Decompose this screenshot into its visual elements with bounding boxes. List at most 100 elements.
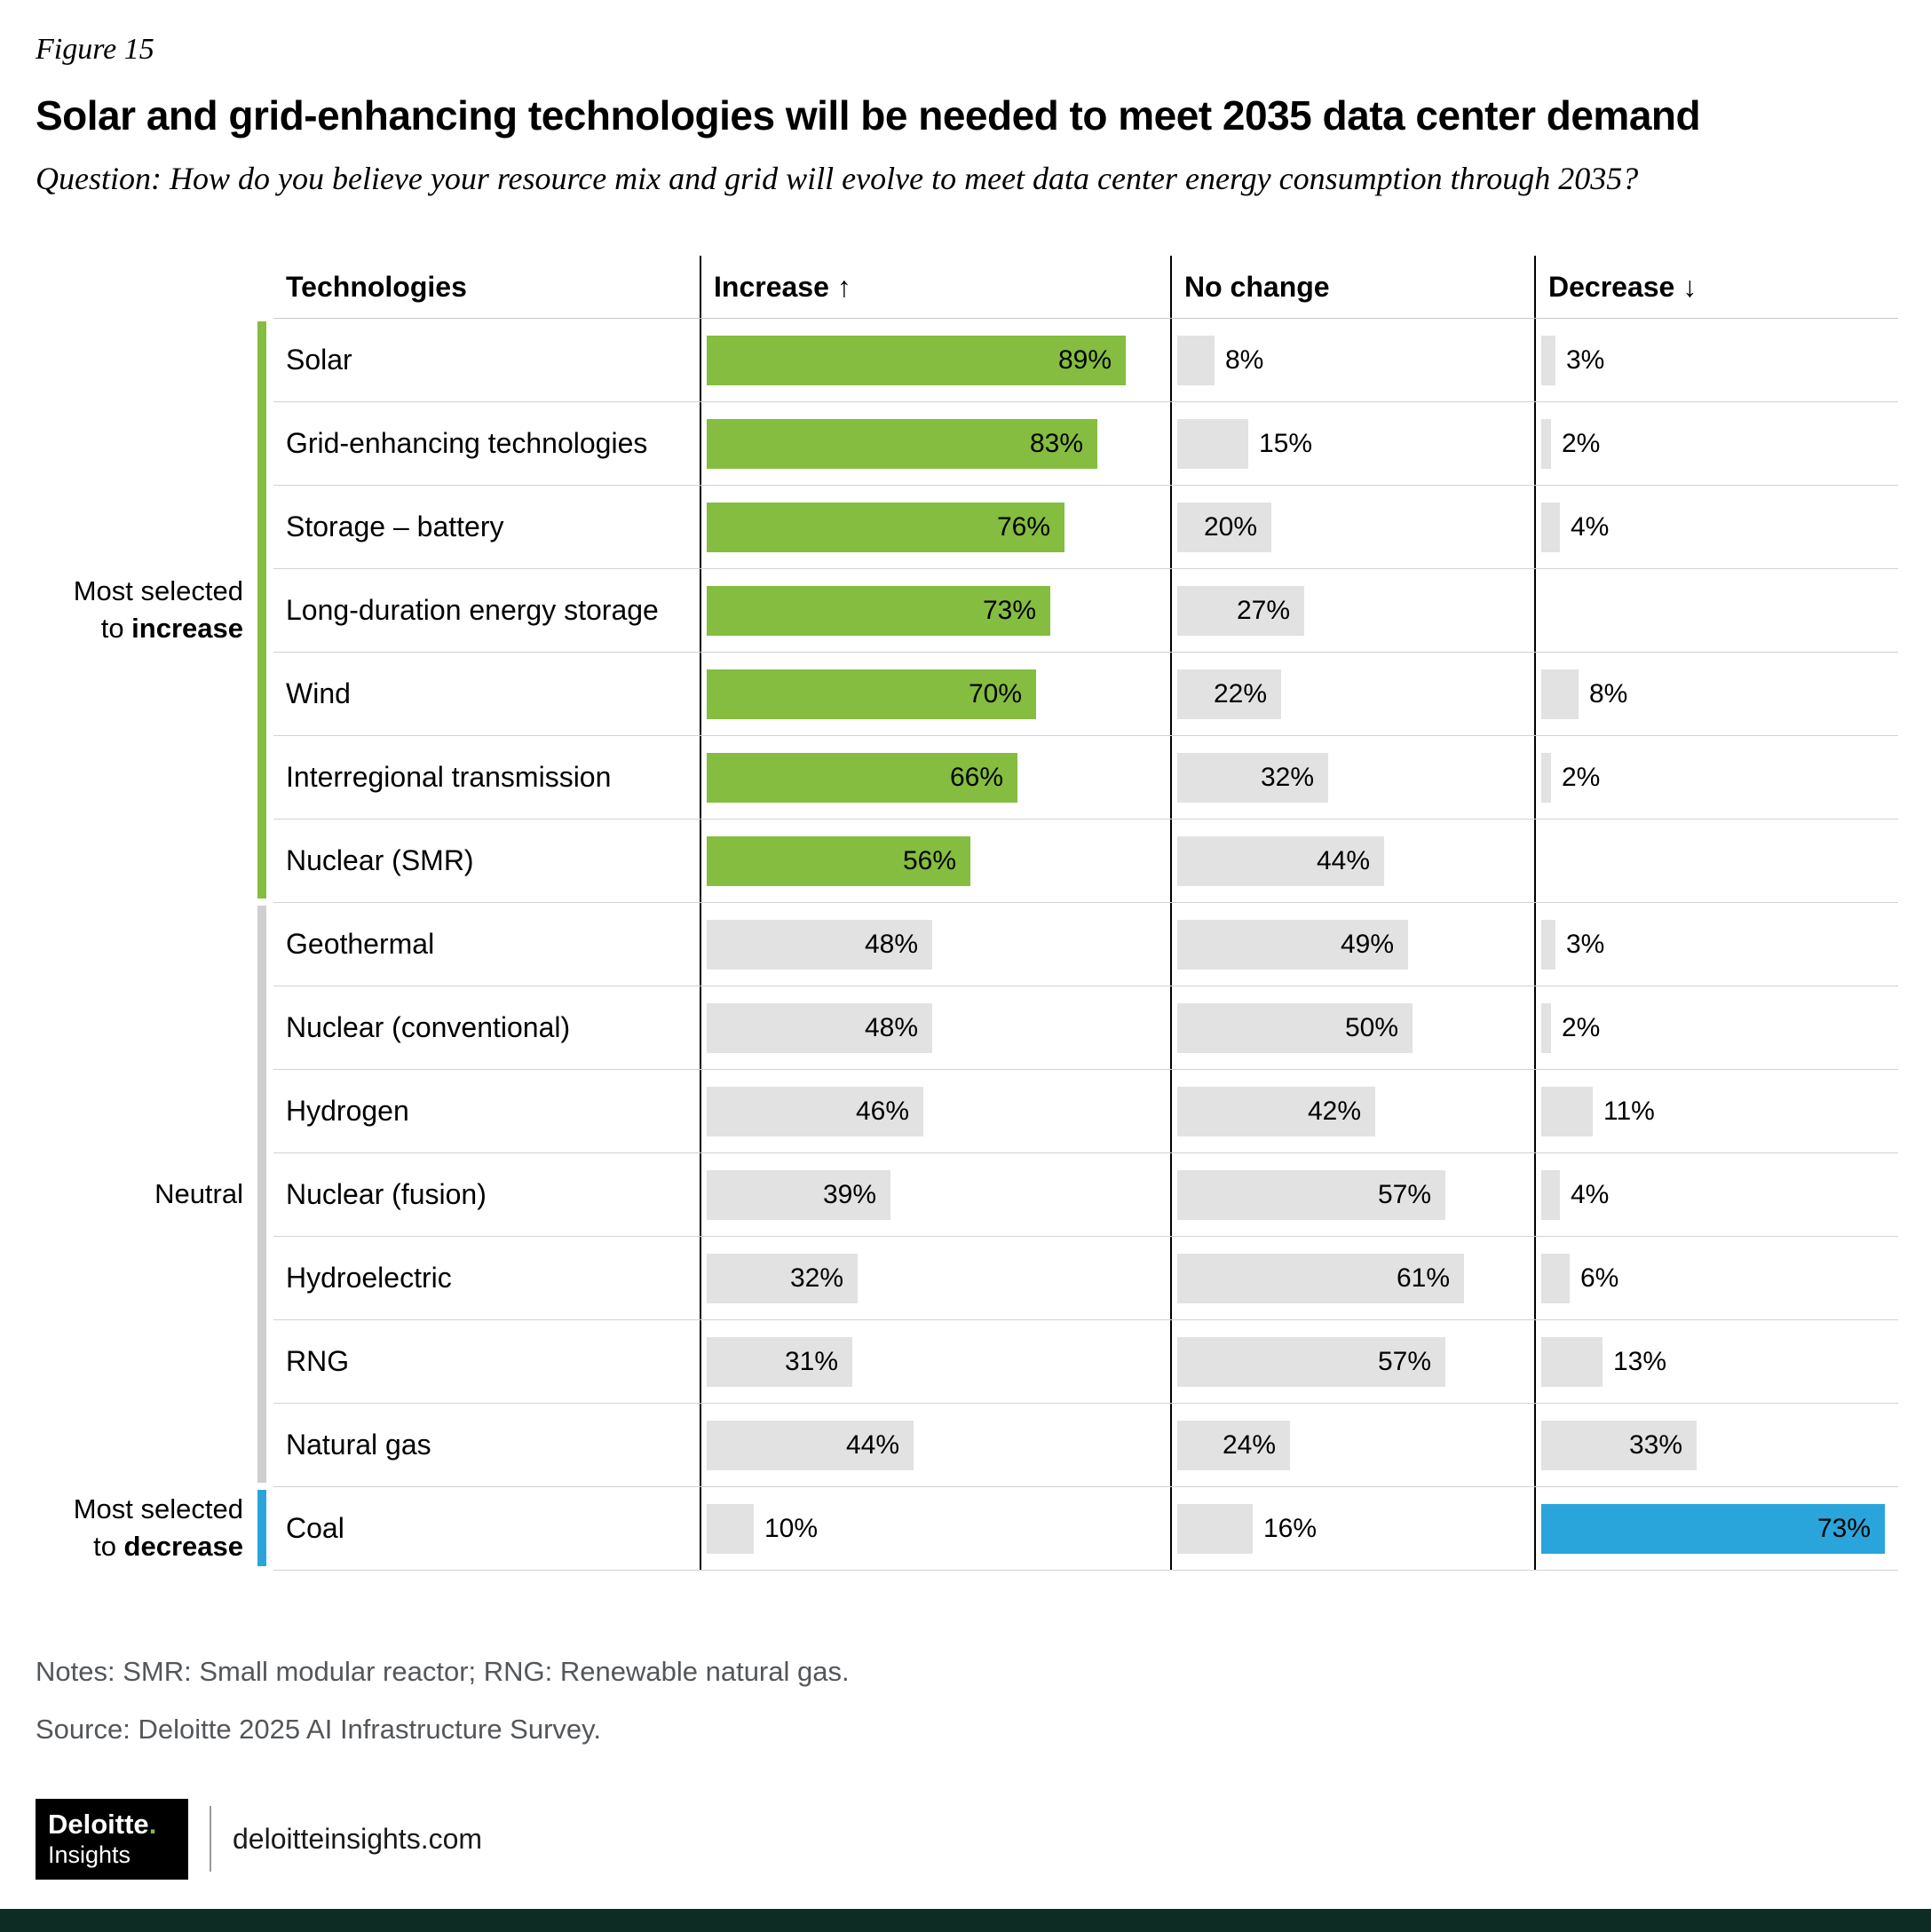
cell-increase: 32%	[700, 1237, 1170, 1320]
no_change-bar	[1177, 1169, 1445, 1220]
bar-value: 76%	[996, 511, 1050, 542]
group-decrease-label: Most selected to decrease	[34, 1490, 257, 1566]
table-row: RNG 31% 57% 13%	[273, 1320, 1898, 1405]
bar-value: 31%	[784, 1346, 838, 1376]
cell-no_change: 57%	[1170, 1153, 1534, 1237]
no_change-bar	[1177, 752, 1328, 803]
decrease-bar	[1541, 1336, 1603, 1387]
bar-value: 33%	[1628, 1429, 1682, 1460]
increase-bar	[707, 335, 1126, 385]
bar-value: 66%	[949, 762, 1003, 792]
table-row: Nuclear (SMR) 56% 44%	[273, 820, 1898, 904]
group-label-line: to decrease	[93, 1531, 243, 1563]
increase-bar	[707, 585, 1050, 636]
tech-label: Grid-enhancing technologies	[286, 427, 648, 460]
increase-bar	[707, 919, 932, 970]
cell-increase: 83%	[700, 402, 1170, 486]
question-subtitle: Question: How do you believe your resour…	[36, 161, 1639, 197]
tech-label: Wind	[286, 677, 351, 710]
bar-value: 73%	[982, 595, 1036, 625]
increase-bar	[707, 1503, 754, 1554]
bar-value: 2%	[1562, 428, 1601, 458]
cell-decrease: 2%	[1534, 736, 1898, 820]
bar-value: 57%	[1377, 1179, 1431, 1209]
no_change-bar	[1177, 1253, 1464, 1303]
increase-bar	[707, 669, 1036, 719]
bar-value: 44%	[1316, 845, 1370, 875]
group-label-line: Most selected	[73, 575, 243, 607]
table-row: Storage – battery 76% 20% 4%	[273, 486, 1898, 570]
increase-bar	[707, 835, 970, 886]
decrease-bar	[1541, 502, 1560, 552]
brand-name-line: Deloitte.	[48, 1809, 172, 1840]
cell-decrease: 2%	[1534, 986, 1898, 1070]
cell-increase: 73%	[700, 569, 1170, 653]
bar-value: 15%	[1259, 428, 1313, 458]
bar-value: 4%	[1571, 1179, 1610, 1209]
bar-value: 32%	[1260, 762, 1314, 792]
tech-label: Nuclear (SMR)	[286, 844, 474, 877]
increase-bar	[707, 1336, 852, 1387]
page-title: Solar and grid-enhancing technologies wi…	[36, 91, 1701, 139]
col-header-no-change: No change	[1170, 256, 1534, 319]
bar-value: 49%	[1340, 929, 1394, 959]
no_change-bar	[1177, 669, 1281, 719]
bar-value: 6%	[1580, 1263, 1619, 1293]
bar-value: 4%	[1571, 511, 1610, 542]
table-row: Nuclear (conventional) 48% 50% 2%	[273, 986, 1898, 1071]
no_change-bar	[1177, 335, 1215, 385]
increase-bar	[707, 1169, 890, 1220]
tech-label: RNG	[286, 1345, 350, 1378]
decrease-bar	[1541, 919, 1555, 970]
increase-bar	[707, 1002, 932, 1053]
table-row: Nuclear (fusion) 39% 57% 4%	[273, 1153, 1898, 1238]
no_change-bar	[1177, 502, 1271, 552]
table-row: Wind 70% 22% 8%	[273, 653, 1898, 737]
cell-no_change: 22%	[1170, 653, 1534, 736]
bar-value: 24%	[1222, 1429, 1276, 1460]
group-neutral: Neutral	[34, 906, 266, 1484]
cell-no_change: 57%	[1170, 1320, 1534, 1404]
decrease-bar	[1541, 335, 1555, 385]
group-label-line: Neutral	[154, 1178, 243, 1210]
cell-increase: 10%	[700, 1487, 1170, 1571]
bar-value: 61%	[1396, 1263, 1450, 1293]
cell-decrease: 13%	[1534, 1320, 1898, 1404]
bar-value: 89%	[1057, 344, 1112, 375]
bar-value: 13%	[1613, 1346, 1667, 1376]
bar-value: 57%	[1377, 1346, 1431, 1376]
bar-value: 3%	[1566, 344, 1605, 375]
bar-value: 20%	[1203, 511, 1257, 542]
table-row: Hydrogen 46% 42% 11%	[273, 1070, 1898, 1154]
group-neutral-bracket	[257, 906, 266, 1484]
no_change-bar	[1177, 1336, 1445, 1387]
no_change-bar	[1177, 835, 1384, 886]
cell-no_change: 20%	[1170, 486, 1534, 569]
cell-no_change: 49%	[1170, 903, 1534, 986]
site-link: deloitteinsights.com	[233, 1822, 483, 1855]
increase-bar	[707, 502, 1064, 552]
decrease-bar	[1541, 1169, 1560, 1220]
group-neutral-label: Neutral	[34, 906, 257, 1483]
cell-no_change: 32%	[1170, 736, 1534, 820]
increase-bar	[707, 1086, 923, 1136]
tech-label: Nuclear (fusion)	[286, 1178, 487, 1211]
increase-bar	[707, 418, 1097, 469]
no_change-bar	[1177, 1503, 1253, 1554]
no_change-bar	[1177, 1086, 1375, 1136]
group-label-line: Most selected	[73, 1493, 243, 1525]
cell-decrease: 8%	[1534, 653, 1898, 736]
bar-value: 46%	[855, 1096, 909, 1126]
cell-no_change: 24%	[1170, 1404, 1534, 1487]
col-header-increase: Increase ↑	[700, 256, 1170, 319]
cell-increase: 46%	[700, 1070, 1170, 1153]
increase-bar	[707, 1253, 858, 1303]
col-header-decrease: Decrease ↓	[1534, 256, 1898, 319]
cell-decrease: 2%	[1534, 402, 1898, 486]
cell-increase: 56%	[700, 820, 1170, 903]
chart: Most selected to increase Neutral Most s…	[34, 256, 1898, 1572]
tech-label: Solar	[286, 344, 352, 376]
cell-no_change: 15%	[1170, 402, 1534, 486]
table-row: Interregional transmission 66% 32% 2%	[273, 736, 1898, 820]
